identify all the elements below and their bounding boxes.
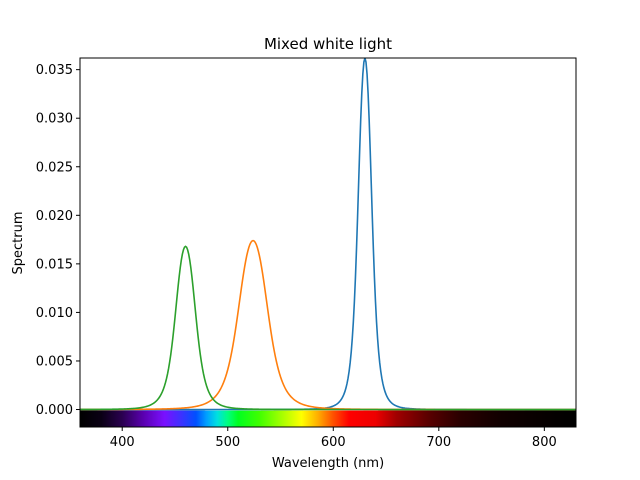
plot-frame <box>79 57 577 428</box>
x-tick-label: 600 <box>321 435 346 450</box>
series-line-2 <box>80 239 576 411</box>
x-tick-label: 700 <box>426 435 451 450</box>
y-tick-label: 0.020 <box>36 209 73 224</box>
chart-title: Mixed white light <box>264 35 392 53</box>
y-tick-label: 0.025 <box>36 160 73 175</box>
y-tick-label: 0.015 <box>36 257 73 272</box>
y-tick-label: 0.010 <box>36 306 73 321</box>
y-tick-label: 0.000 <box>36 403 73 418</box>
x-tick-label: 500 <box>215 435 240 450</box>
x-tick-label: 400 <box>110 435 135 450</box>
series-layer <box>80 58 576 411</box>
spectrum-strip <box>80 410 576 427</box>
y-axis-label: Spectrum <box>11 212 26 275</box>
y-axis: 0.000 0.005 0.010 0.015 0.020 0.025 0.030 0.035 <box>36 63 80 418</box>
x-axis: 400 500 600 700 800 <box>110 427 557 450</box>
x-tick-label: 800 <box>532 435 557 450</box>
series-line-1 <box>80 58 576 411</box>
y-tick-label: 0.005 <box>36 354 73 369</box>
series-line-3 <box>80 245 576 411</box>
y-tick-label: 0.035 <box>36 63 73 78</box>
y-tick-label: 0.030 <box>36 112 73 127</box>
x-axis-label: Wavelength (nm) <box>272 456 384 471</box>
